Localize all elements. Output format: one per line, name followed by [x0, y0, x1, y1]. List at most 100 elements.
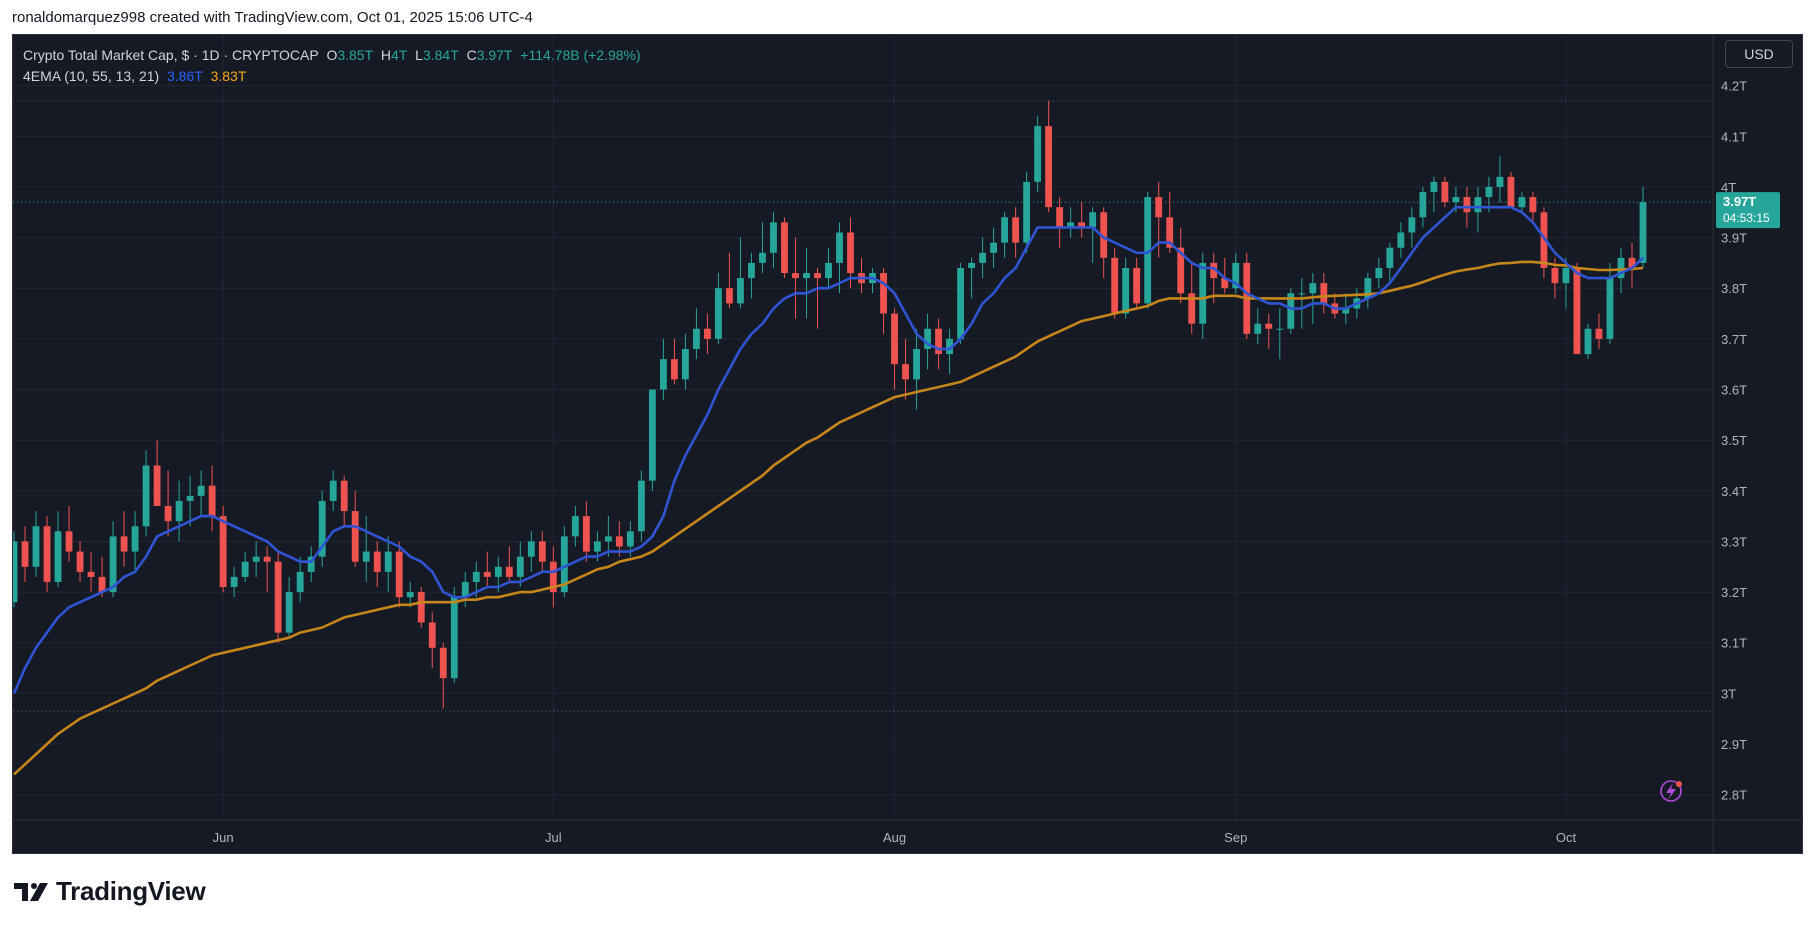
candle-body[interactable] [891, 313, 898, 365]
candle-body[interactable] [417, 592, 425, 623]
candle-body[interactable] [1100, 212, 1108, 258]
candle-body[interactable] [637, 480, 645, 532]
candle-body[interactable] [54, 531, 62, 582]
lightning-icon[interactable] [1660, 780, 1682, 802]
candle-body[interactable] [175, 500, 183, 522]
candle-body[interactable] [792, 273, 799, 279]
chart-panel[interactable]: Crypto Total Market Cap, $ · 1D · CRYPTO… [12, 34, 1803, 854]
candle-body[interactable] [329, 480, 337, 501]
candle-body[interactable] [1485, 186, 1493, 198]
candle-body[interactable] [549, 561, 557, 593]
candle-body[interactable] [1540, 212, 1548, 268]
candle-body[interactable] [1199, 262, 1207, 324]
candle-body[interactable] [670, 359, 678, 380]
candle-body[interactable] [98, 576, 106, 593]
candle-body[interactable] [836, 232, 843, 263]
candle-body[interactable] [1584, 328, 1592, 355]
candle-body[interactable] [494, 566, 502, 577]
candle-body[interactable] [1023, 181, 1031, 243]
candle-body[interactable] [560, 536, 568, 593]
candle-body[interactable] [803, 273, 810, 279]
candle-body[interactable] [1144, 197, 1152, 304]
currency-button[interactable]: USD [1725, 40, 1793, 68]
candle-body[interactable] [21, 541, 29, 567]
candle-body[interactable] [439, 647, 447, 679]
candle-body[interactable] [65, 531, 73, 552]
candle-body[interactable] [472, 571, 480, 582]
candle-body[interactable] [593, 541, 601, 552]
candle-body[interactable] [450, 597, 458, 679]
candle-body[interactable] [990, 242, 998, 253]
candle-body[interactable] [505, 566, 513, 577]
candle-body[interactable] [1419, 192, 1427, 218]
candle-body[interactable] [1562, 267, 1570, 284]
candle-body[interactable] [252, 556, 260, 562]
ema-indicator-label[interactable]: 4EMA (10, 55, 13, 21) [23, 68, 160, 84]
candle-body[interactable] [1188, 293, 1196, 324]
candle-body[interactable] [1573, 267, 1581, 355]
candle-body[interactable] [1287, 293, 1295, 329]
candle-body[interactable] [1265, 323, 1273, 329]
candle-body[interactable] [847, 232, 854, 274]
candle-body[interactable] [626, 531, 634, 547]
candle-body[interactable] [648, 389, 656, 481]
candle-body[interactable] [1474, 197, 1482, 213]
candle-body[interactable] [1232, 262, 1240, 289]
candle-body[interactable] [759, 252, 766, 263]
candle-body[interactable] [1067, 222, 1075, 228]
candle-body[interactable] [296, 571, 304, 593]
candle-body[interactable] [770, 222, 777, 253]
candle-body[interactable] [693, 328, 700, 349]
candle-body[interactable] [263, 556, 271, 562]
candle-body[interactable] [979, 252, 987, 263]
candle-body[interactable] [1133, 267, 1141, 304]
candle-body[interactable] [957, 267, 964, 339]
candle-body[interactable] [76, 551, 84, 572]
candle-body[interactable] [1001, 217, 1009, 243]
candle-body[interactable] [1397, 232, 1405, 248]
candle-body[interactable] [1441, 181, 1449, 203]
candle-body[interactable] [142, 465, 150, 527]
candle-body[interactable] [87, 571, 95, 577]
candle-body[interactable] [307, 556, 315, 572]
candle-body[interactable] [1386, 247, 1394, 268]
candle-body[interactable] [362, 551, 370, 562]
candle-body[interactable] [230, 576, 238, 588]
candle-body[interactable] [340, 480, 348, 512]
candle-body[interactable] [1639, 202, 1647, 263]
candle-body[interactable] [1617, 257, 1625, 279]
candle-body[interactable] [1166, 217, 1174, 248]
candle-body[interactable] [1606, 278, 1614, 339]
candle-body[interactable] [153, 465, 161, 506]
candle-body[interactable] [1364, 278, 1372, 299]
candle-body[interactable] [1518, 197, 1526, 208]
candle-body[interactable] [131, 526, 139, 552]
candle-body[interactable] [726, 288, 733, 304]
candle-body[interactable] [43, 526, 51, 582]
candle-body[interactable] [571, 516, 579, 537]
candle-body[interactable] [682, 349, 689, 380]
candle-body[interactable] [1012, 217, 1020, 243]
candle-body[interactable] [483, 571, 491, 577]
candle-body[interactable] [1155, 197, 1163, 218]
candle-body[interactable] [406, 592, 414, 598]
candle-body[interactable] [615, 536, 623, 547]
candle-body[interactable] [825, 262, 832, 279]
candle-body[interactable] [1122, 267, 1130, 314]
candle-body[interactable] [109, 536, 117, 593]
candle-body[interactable] [274, 561, 282, 633]
candle-body[interactable] [164, 506, 172, 522]
tradingview-logo[interactable]: TradingView [14, 876, 206, 907]
candle-body[interactable] [1034, 126, 1042, 182]
candle-body[interactable] [13, 541, 18, 603]
candle-body[interactable] [1529, 197, 1537, 213]
candle-body[interactable] [737, 278, 744, 304]
candle-body[interactable] [1045, 126, 1053, 208]
candle-body[interactable] [318, 500, 326, 557]
candle-body[interactable] [395, 551, 403, 598]
candle-body[interactable] [1309, 283, 1317, 294]
candle-body[interactable] [924, 328, 931, 349]
candle-body[interactable] [913, 349, 920, 380]
candle-body[interactable] [582, 516, 590, 552]
candle-body[interactable] [1430, 181, 1438, 192]
